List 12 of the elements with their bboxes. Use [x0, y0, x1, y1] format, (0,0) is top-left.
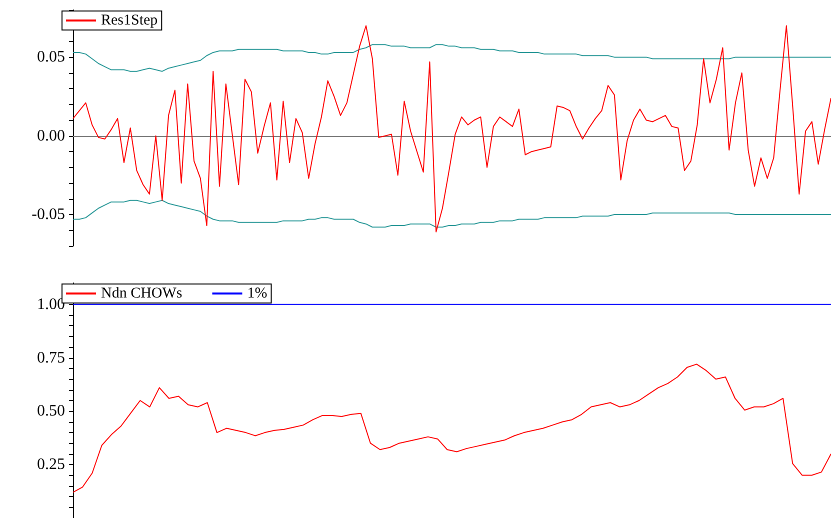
legend-label: Ndn CHOWs: [101, 286, 182, 302]
y-tick-label: 0.50: [37, 402, 65, 420]
line-series: [72, 200, 831, 228]
legend-label: Res1Step: [101, 12, 158, 28]
y-tick-label: -0.05: [32, 206, 65, 224]
y-tick-label: 0.00: [37, 127, 65, 144]
y-tick-label: 0.25: [37, 456, 65, 474]
legend-label: 1%: [247, 286, 268, 302]
y-tick-label: 0.05: [37, 48, 65, 66]
line-series: [72, 44, 831, 72]
line-series: [72, 364, 831, 493]
y-tick-label: 0.75: [37, 349, 65, 366]
